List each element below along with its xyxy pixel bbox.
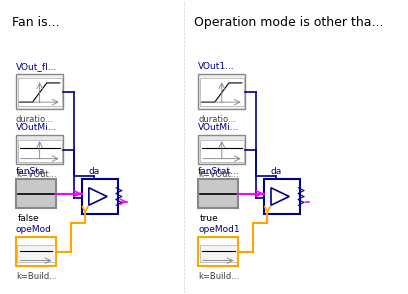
FancyBboxPatch shape bbox=[16, 179, 56, 208]
Text: fanSta: fanSta bbox=[16, 167, 45, 176]
FancyBboxPatch shape bbox=[198, 237, 238, 266]
Text: Fan is...: Fan is... bbox=[12, 16, 60, 29]
FancyBboxPatch shape bbox=[82, 179, 118, 214]
Text: k=Build...: k=Build... bbox=[198, 272, 239, 281]
Text: duratio...: duratio... bbox=[198, 115, 236, 124]
FancyBboxPatch shape bbox=[18, 78, 62, 106]
FancyBboxPatch shape bbox=[18, 140, 62, 162]
FancyBboxPatch shape bbox=[198, 74, 246, 109]
Text: k=VOut...: k=VOut... bbox=[16, 170, 57, 179]
FancyBboxPatch shape bbox=[198, 179, 238, 208]
Text: true: true bbox=[200, 214, 219, 223]
FancyBboxPatch shape bbox=[198, 135, 246, 164]
FancyBboxPatch shape bbox=[200, 78, 244, 106]
Text: false: false bbox=[18, 214, 40, 223]
Text: VOut1...: VOut1... bbox=[198, 62, 235, 71]
Text: k=VOut...: k=VOut... bbox=[198, 170, 239, 179]
FancyBboxPatch shape bbox=[200, 245, 237, 262]
FancyBboxPatch shape bbox=[16, 135, 63, 164]
Text: VOut_fl...: VOut_fl... bbox=[16, 62, 58, 71]
FancyBboxPatch shape bbox=[200, 140, 244, 162]
FancyBboxPatch shape bbox=[16, 74, 63, 109]
FancyBboxPatch shape bbox=[264, 179, 300, 214]
Text: fanStat...: fanStat... bbox=[198, 167, 240, 176]
Text: da: da bbox=[89, 167, 100, 176]
Text: da: da bbox=[271, 167, 282, 176]
FancyBboxPatch shape bbox=[18, 245, 55, 262]
Text: opeMod: opeMod bbox=[16, 225, 52, 234]
Text: opeMod1: opeMod1 bbox=[198, 225, 240, 234]
Text: k=Build...: k=Build... bbox=[16, 272, 57, 281]
Text: VOutMi...: VOutMi... bbox=[16, 123, 58, 132]
Text: VOutMi...: VOutMi... bbox=[198, 123, 239, 132]
FancyBboxPatch shape bbox=[16, 237, 56, 266]
Text: duratio...: duratio... bbox=[16, 115, 54, 124]
Text: Operation mode is other tha...: Operation mode is other tha... bbox=[195, 16, 384, 29]
